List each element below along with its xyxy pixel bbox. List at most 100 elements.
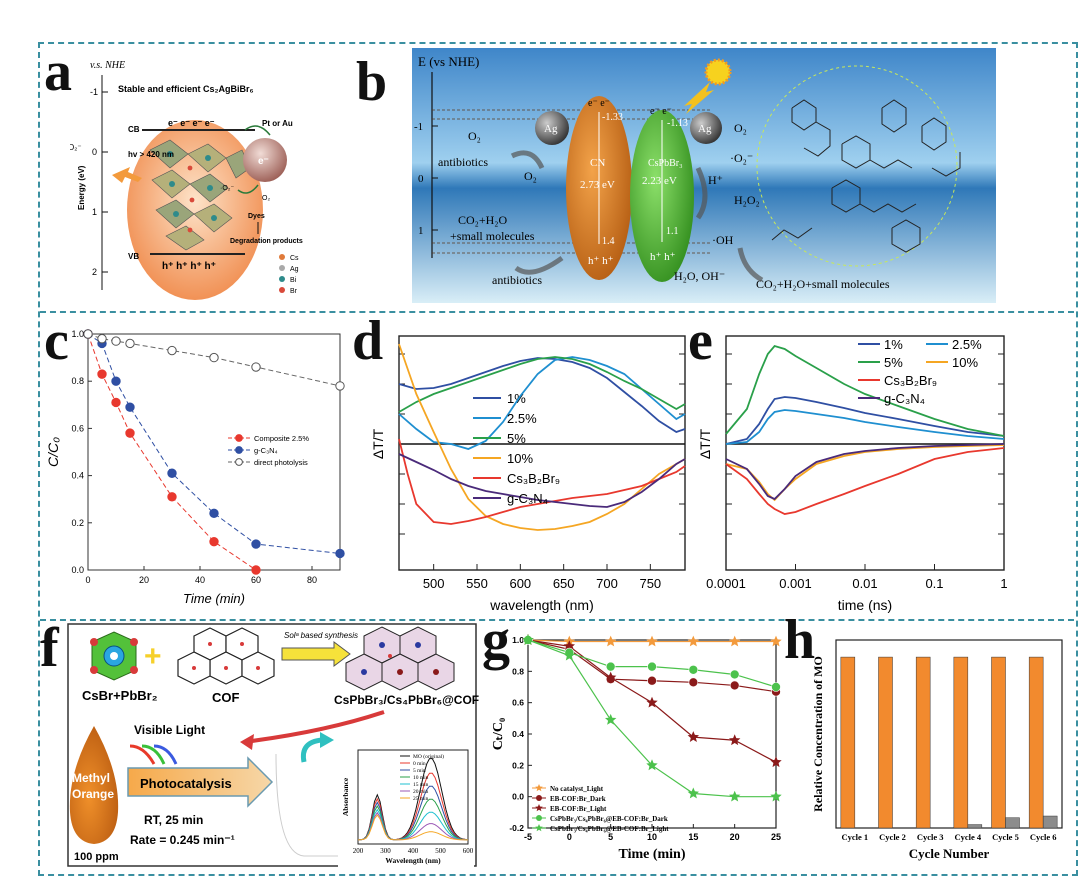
data-point [770,790,782,802]
inset-legend-label: 15 min [413,782,429,788]
x-tick-label: 0 [567,832,572,842]
inset-series-line [357,814,468,841]
panel-f-perovskite-icon [90,631,138,681]
x-tick-label: Cycle 5 [992,832,1019,842]
panel-a-legend-ag-dot [279,265,285,271]
bar [953,656,969,829]
data-point [605,713,617,725]
panel-b-light-arrow [684,82,714,114]
data-point [97,334,107,344]
panel-b-products: CO₂+H₂O+small molecules [756,277,890,291]
panel-f-scheme: CsBr+PbBr₂ + COF Solᵃ based synthesis Cs… [67,623,479,867]
data-point [729,734,741,746]
panel-e-chart: 0.0001 0.001 0.01 0.1 1 time (ns) ΔT/T 1% 2.5% 5%… [697,335,1008,613]
legend-label: 2.5% [507,411,537,426]
panel-a-legend-bi-dot [279,276,285,282]
panel-a-radical: ·O₂⁻ [220,185,234,192]
panel-b-background [412,48,996,303]
inset-y-axis-label: Absorbance [341,777,350,816]
bar [1005,817,1020,829]
legend-label: EB-COF:Br_Light [550,805,607,813]
y-tick-label: 1.0 [71,329,84,339]
legend-label: 10% [952,355,978,370]
panel-a-vb-label: VB [128,252,139,261]
data-point [729,635,741,647]
panel-b-h-plus: H⁺ [708,173,723,187]
panel-b-axis-title: E (vs NHE) [418,54,479,69]
panel-b-electrons-cn: e⁻ e⁻ [588,98,610,109]
legend-marker [535,804,543,812]
y-tick-label: -0.2 [509,823,524,833]
panel-f-methyl-orange-drop [69,726,119,844]
panel-b-cn-gap: 2.73 eV [580,179,615,191]
data-point [729,680,740,691]
y-tick-label: 0.4 [512,729,524,739]
row-separator-1 [40,311,1074,313]
x-tick-label: 40 [195,575,205,585]
panel-f-precursor: CsBr+PbBr₂ [82,688,158,703]
data-point [605,635,617,647]
x-tick-label: 700 [596,576,618,591]
panel-a-axis-title: v.s. NHE [90,60,125,71]
panel-b-cn-vb: 1.4 [602,236,615,247]
x-tick-label: 0.01 [852,576,877,591]
y-tick-label: 0.0 [71,565,84,575]
panel-a-tick-label: 1 [92,207,97,217]
data-point [251,565,261,575]
panel-b-cs-label: CsPbBr₃ [648,158,683,169]
x-tick-label: 500 [423,576,445,591]
y-tick-label: 0.2 [71,518,84,528]
x-tick-label: 1 [1000,576,1007,591]
x-tick-label: Cycle 2 [879,832,906,842]
series-line [398,453,686,508]
inset-series-line [357,811,469,841]
inset-x-axis-label: Wavelength (nm) [385,856,441,865]
panel-b-ag-right-sphere [690,112,722,144]
panel-f-synthesis: Solᵃ based synthesis [284,631,358,640]
panel-b-holes-cs: h⁺ h⁺ [650,251,676,263]
series-line [398,356,686,413]
legend-label: direct photolysis [254,458,308,467]
x-axis-label: time (ns) [838,597,892,613]
x-tick-label: Cycle 6 [1030,832,1057,842]
panel-a-cb-label: CB [128,125,140,134]
panel-b-molecule-structures [771,99,961,253]
legend-marker [536,815,542,821]
panel-f-photocatalysis: Photocatalysis [140,776,232,791]
panel-c-chart: 0.0 0.2 0.4 0.6 0.8 1.0 0 20 40 60 80 Time (min) C/C… [45,329,345,606]
data-point [770,756,782,768]
data-point [687,787,699,799]
panel-b-oh: ·OH [712,233,734,247]
panel-a-legend-label: Ag [290,266,299,273]
x-tick-label: 10 [647,832,657,842]
data-point [209,508,219,519]
legend-label: Composite 2.5% [254,434,309,443]
y-tick-label: 0.8 [512,666,524,676]
panel-label-b: b [356,51,388,113]
panel-a-tick-label: 2 [92,267,97,277]
y-tick-label: 1.0 [512,635,524,645]
panel-a-tick-label: -1 [90,87,98,97]
inset-series-line [357,758,469,841]
y-tick-label: 0.4 [71,471,84,481]
y-tick-label: 0.8 [71,376,84,386]
inset-series-line [357,785,469,841]
series-line [725,444,1005,502]
panel-a-legend-label: Bi [290,277,297,284]
x-tick-label: 20 [139,575,149,585]
panel-a-ylabel: Energy (eV) [77,165,86,210]
legend-label: CsPbBr₃/Cs₄PbBr₆@EB-COF:Br_Light [550,825,669,833]
data-point [771,682,781,692]
data-point [83,329,93,339]
panel-f-orange: Orange [72,787,114,801]
legend-label: g-C₃N₄ [254,446,278,455]
data-point [729,669,740,680]
bar [915,656,931,829]
panel-b-antibiotics1: antibiotics [438,155,488,169]
series-line [87,333,341,554]
panel-a-arrow-metal [244,125,271,136]
data-point [563,640,575,652]
x-tick-label: 650 [553,576,575,591]
panel-b-ag-left-sphere [535,111,569,145]
